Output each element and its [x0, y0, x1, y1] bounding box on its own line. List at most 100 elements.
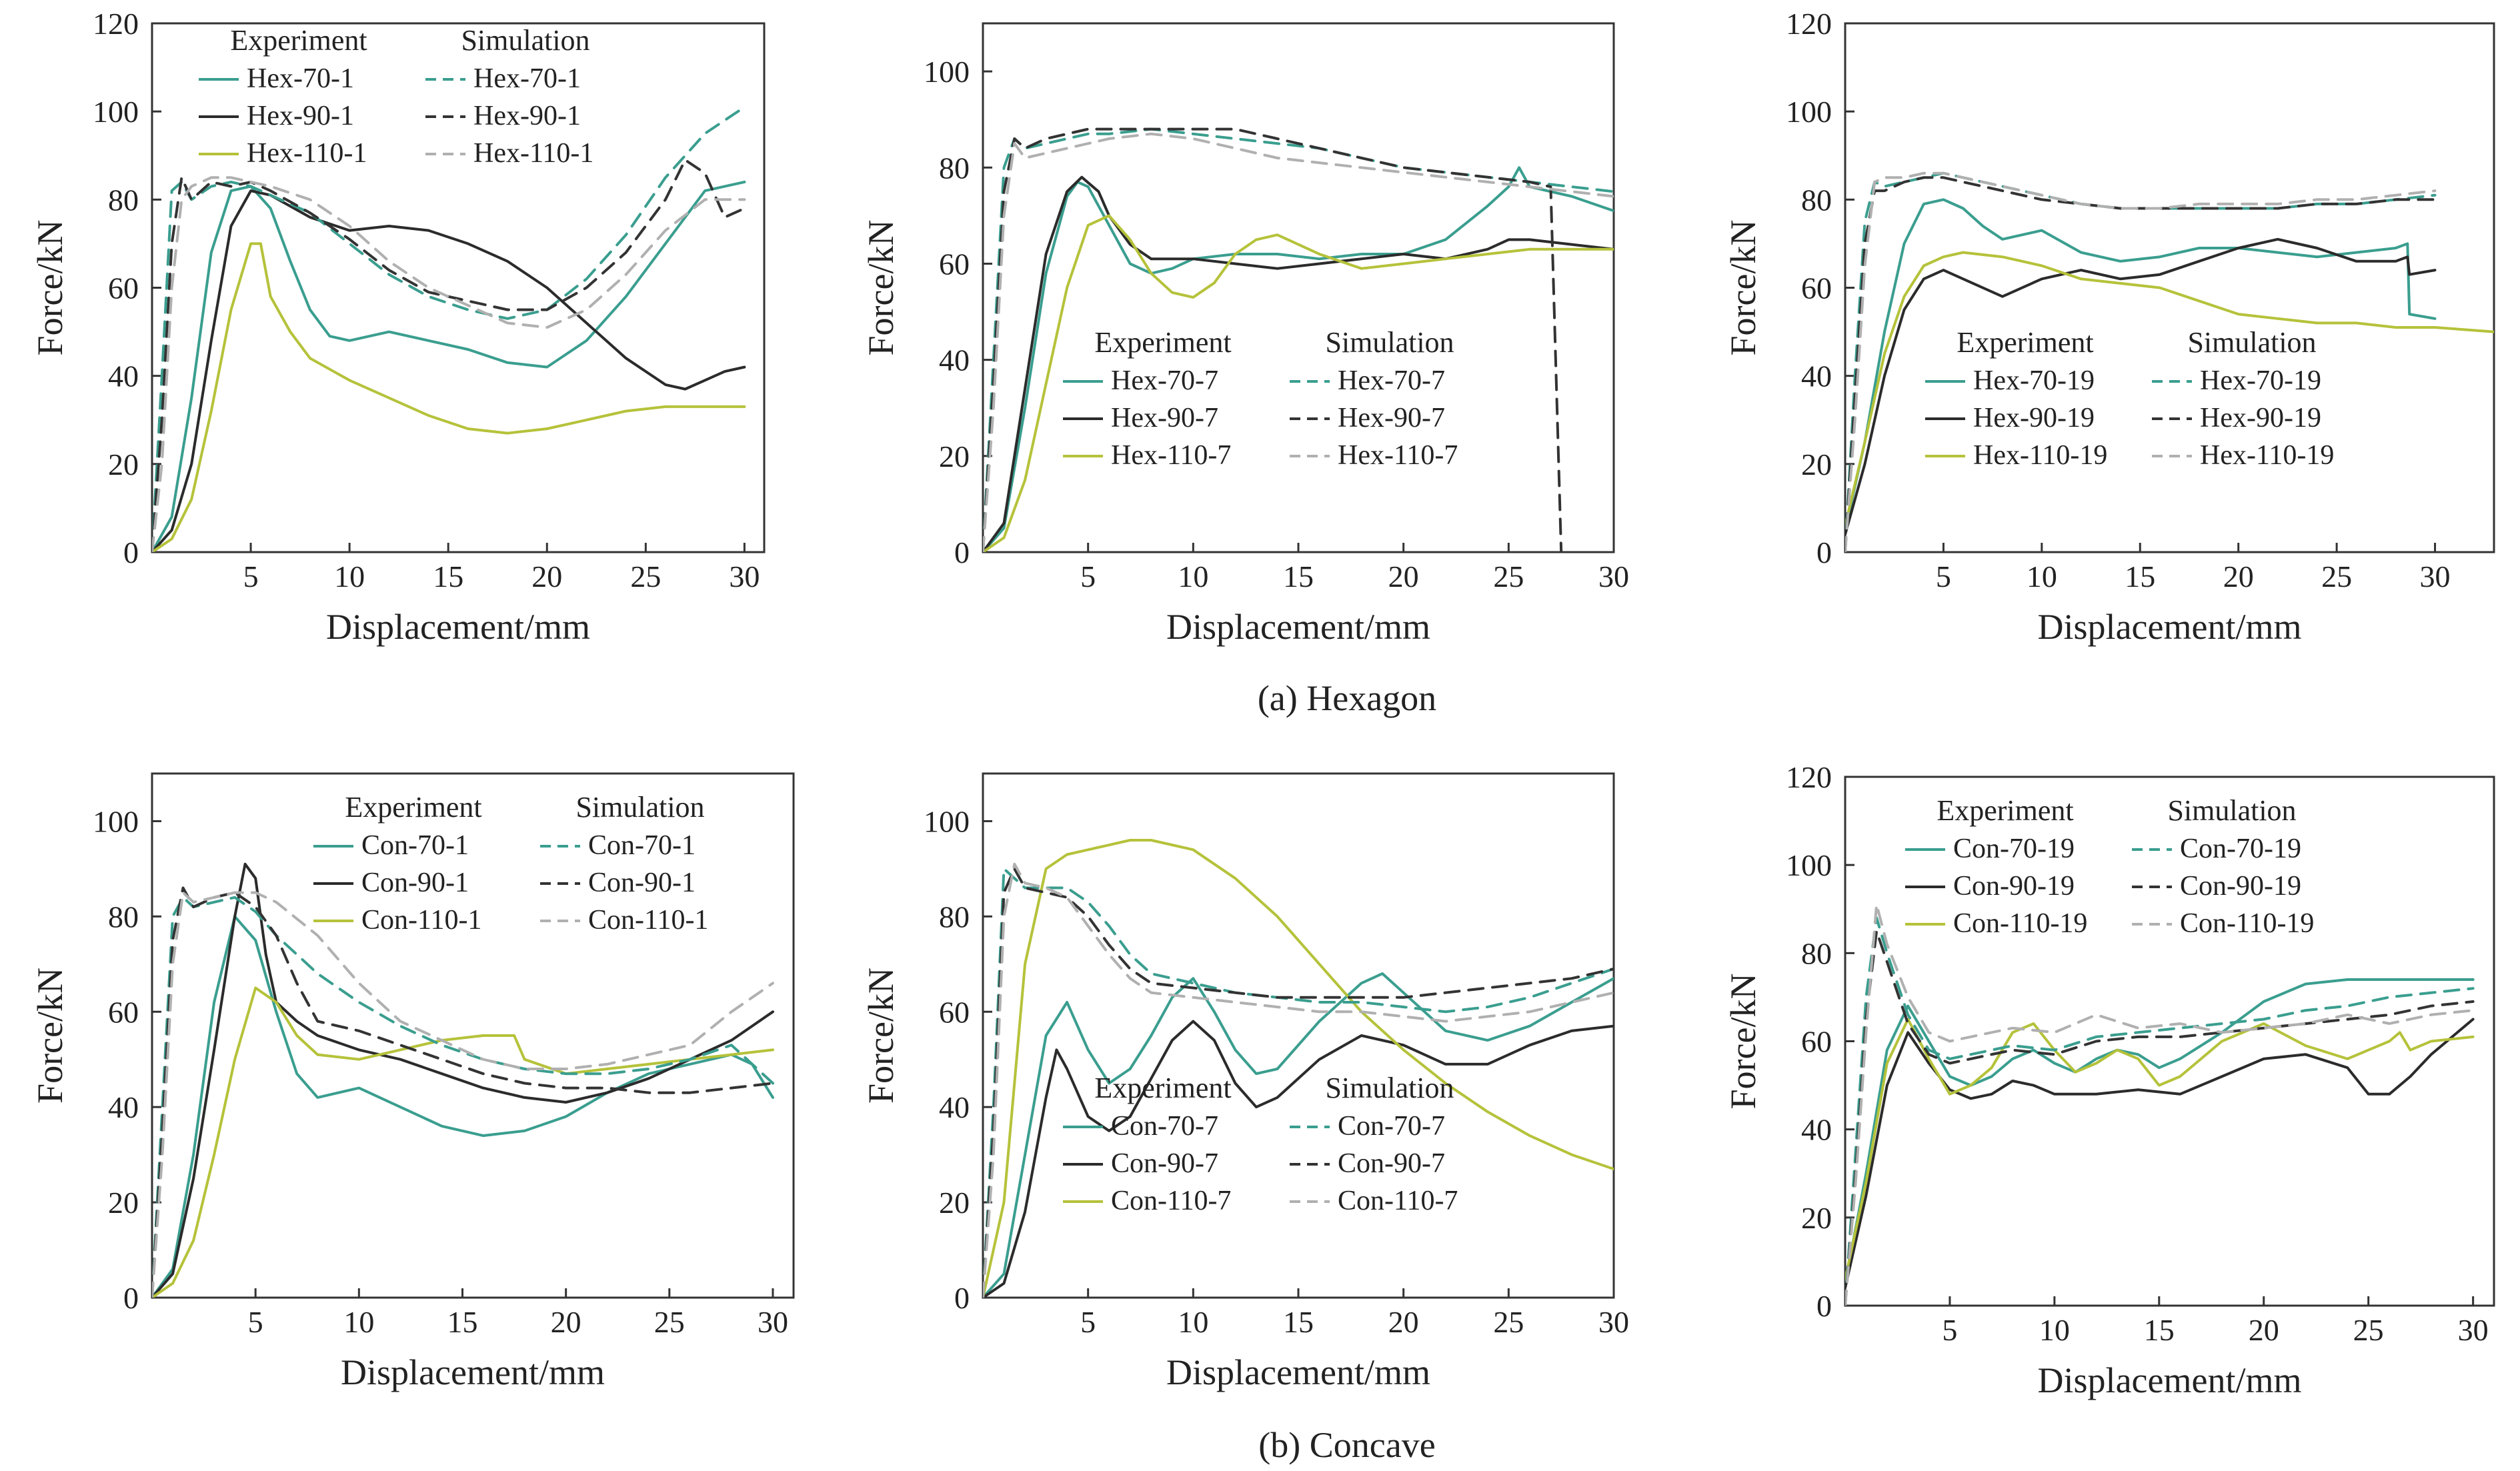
series-line-simulation-hex-110-1: [152, 176, 746, 552]
legend-label: Con-110-19: [1953, 908, 2087, 939]
y-tick-label: 40: [939, 1090, 970, 1124]
y-tick-label: 40: [108, 1090, 139, 1124]
y-tick-label: 120: [1786, 7, 1832, 41]
series-line-experiment-con-70-7: [983, 972, 1614, 1298]
legend-label: Hex-70-1: [473, 63, 581, 94]
x-tick-label: 5: [243, 559, 259, 593]
legend: Experiment Simulation Hex-70-19 Hex-90-19 He…: [1925, 326, 2334, 471]
x-axis-title: Displacement/mm: [1166, 607, 1430, 647]
x-tick-label: 30: [2458, 1313, 2489, 1347]
y-axis-title: Force/kN: [861, 220, 901, 356]
x-tick-label: 10: [1178, 559, 1208, 593]
y-tick-label: 0: [1816, 1289, 1832, 1323]
legend-label: Con-90-19: [2180, 871, 2301, 902]
charts-root: 5 10 15 20 25 30020406080100120Displacement/m…: [30, 7, 2495, 1400]
legend-label: Hex-110-1: [247, 138, 367, 169]
legend-label: Hex-90-7: [1111, 403, 1218, 433]
x-tick-label: 15: [2125, 559, 2155, 593]
legend-label: Con-90-1: [588, 868, 696, 898]
series-line-simulation-hex-110-19: [1845, 171, 2437, 552]
y-tick-label: 100: [1786, 95, 1832, 129]
x-tick-label: 5: [1936, 559, 1951, 593]
series-line-simulation-hex-90-7: [983, 127, 1563, 552]
y-tick-label: 20: [108, 1186, 139, 1220]
legend-label: Hex-90-1: [247, 101, 354, 131]
legend-label: Con-110-1: [588, 905, 708, 936]
y-axis-title: Force/kN: [30, 220, 70, 356]
legend-label: Hex-90-19: [2200, 403, 2321, 433]
legend: Experiment Simulation Con-70-7 Con-90-7 Con-…: [1063, 1072, 1458, 1216]
x-axis-title: Displacement/mm: [2038, 607, 2302, 647]
series-group: [1845, 903, 2475, 1306]
legend-label: Con-70-1: [361, 830, 469, 861]
legend-header-simulation: Simulation: [2167, 794, 2296, 827]
x-tick-label: 15: [2144, 1313, 2175, 1347]
x-tick-label: 30: [758, 1305, 788, 1339]
y-tick-label: 0: [123, 1281, 139, 1315]
series-group: [1845, 171, 2494, 552]
plot-frame: [151, 772, 795, 1299]
y-tick-label: 0: [954, 535, 970, 569]
x-tick-label: 20: [1388, 1305, 1419, 1339]
x-axis-title: Displacement/mm: [2038, 1360, 2302, 1400]
y-tick-label: 120: [1786, 760, 1832, 794]
x-tick-label: 10: [2027, 559, 2057, 593]
legend-label: Hex-70-19: [2200, 365, 2321, 396]
legend-label: Con-70-1: [588, 830, 696, 861]
chart-4: 5 10 15 20 25 30 0 20 40 60 80 100 Displacement/mm Fo…: [861, 772, 1629, 1392]
series-line-experiment-con-110-19: [1845, 1018, 2475, 1281]
series-line-simulation-con-70-7: [983, 867, 1614, 1298]
y-tick-label: 80: [939, 900, 970, 934]
y-tick-label: 80: [1801, 936, 1832, 970]
legend-label: Con-110-1: [361, 905, 481, 936]
series-line-simulation-con-90-19: [1845, 930, 2475, 1306]
y-axis-title: Force/kN: [1723, 974, 1763, 1110]
y-axis-title: Force/kN: [30, 968, 70, 1104]
legend-label: Con-110-7: [1338, 1186, 1458, 1216]
y-axis-title: Force/kN: [1723, 220, 1763, 356]
x-tick-label: 25: [2353, 1313, 2384, 1347]
legend-label: Hex-70-1: [247, 63, 354, 94]
series-line-simulation-con-70-19: [1845, 916, 2475, 1306]
legend-header-simulation: Simulation: [575, 791, 704, 824]
legend-label: Hex-110-7: [1338, 440, 1458, 471]
series-line-experiment-hex-110-19: [1845, 251, 2494, 527]
legend-label: Con-110-19: [2180, 908, 2314, 939]
series-line-simulation-con-110-19: [1845, 903, 2475, 1306]
legend-header-experiment: Experiment: [1957, 326, 2093, 359]
legend-label: Con-110-7: [1111, 1186, 1231, 1216]
x-tick-label: 5: [1080, 559, 1096, 593]
series-line-experiment-con-90-1: [152, 862, 774, 1298]
series-group: [983, 127, 1614, 552]
legend-label: Hex-110-19: [2200, 440, 2334, 471]
y-tick-label: 60: [1801, 271, 1832, 305]
y-tick-label: 120: [93, 7, 139, 41]
x-axis-title: Displacement/mm: [326, 607, 590, 647]
x-tick-label: 30: [2420, 559, 2451, 593]
legend-header-experiment: Experiment: [1094, 326, 1231, 359]
y-tick-label: 20: [939, 1186, 970, 1220]
series-line-simulation-hex-90-19: [1845, 176, 2437, 552]
y-tick-label: 60: [939, 247, 970, 281]
x-tick-label: 10: [2039, 1313, 2070, 1347]
y-tick-label: 60: [1801, 1025, 1832, 1059]
y-tick-label: 80: [108, 183, 139, 217]
x-axis-title: Displacement/mm: [1166, 1352, 1430, 1392]
legend: Experiment Simulation Hex-70-1 Hex-90-1 Hex-…: [199, 24, 593, 169]
x-tick-label: 5: [248, 1305, 263, 1339]
x-tick-label: 10: [1178, 1305, 1208, 1339]
x-tick-label: 10: [334, 559, 365, 593]
y-tick-label: 60: [108, 995, 139, 1029]
legend-label: Con-70-7: [1338, 1111, 1445, 1142]
y-tick-label: 80: [108, 900, 139, 934]
series-group: [983, 839, 1614, 1298]
y-tick-label: 0: [1816, 535, 1832, 569]
legend-header-simulation: Simulation: [461, 24, 589, 57]
x-tick-label: 25: [1493, 1305, 1524, 1339]
series-line-experiment-hex-70-1: [152, 180, 746, 552]
x-tick-label: 30: [1598, 559, 1629, 593]
series-line-experiment-hex-110-7: [983, 214, 1614, 552]
series-line-experiment-con-110-7: [983, 839, 1614, 1298]
legend-label: Con-90-7: [1111, 1148, 1218, 1179]
legend: Experiment Simulation Con-70-1 Con-90-1 Con-…: [313, 791, 708, 936]
